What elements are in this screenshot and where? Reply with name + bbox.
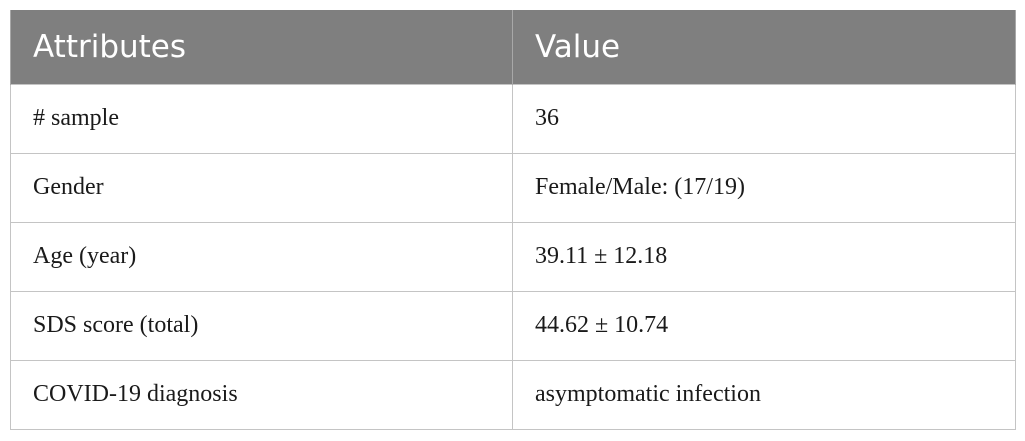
table-row: Age (year) 39.11 ± 12.18 xyxy=(10,221,1016,292)
header-attributes: Attributes xyxy=(10,10,513,84)
value-cell: asymptomatic infection xyxy=(512,359,1016,430)
value-cell: 36 xyxy=(512,83,1016,154)
table-header: Attributes Value xyxy=(10,10,1016,84)
attributes-table: Attributes Value # sample 36 Gender Fema… xyxy=(10,10,1016,430)
attribute-cell: Gender xyxy=(10,152,513,223)
header-value: Value xyxy=(512,10,1016,84)
attribute-cell: COVID-19 diagnosis xyxy=(10,359,513,430)
attribute-cell: Age (year) xyxy=(10,221,513,292)
attribute-cell: # sample xyxy=(10,83,513,154)
attributes-table-container: Attributes Value # sample 36 Gender Fema… xyxy=(10,10,1016,430)
value-cell: 39.11 ± 12.18 xyxy=(512,221,1016,292)
table-row: # sample 36 xyxy=(10,83,1016,154)
table-body: # sample 36 Gender Female/Male: (17/19) … xyxy=(10,83,1016,430)
value-cell: Female/Male: (17/19) xyxy=(512,152,1016,223)
table-row: Gender Female/Male: (17/19) xyxy=(10,152,1016,223)
table-row: SDS score (total) 44.62 ± 10.74 xyxy=(10,290,1016,361)
attribute-cell: SDS score (total) xyxy=(10,290,513,361)
table-row: COVID-19 diagnosis asymptomatic infectio… xyxy=(10,359,1016,430)
header-row: Attributes Value xyxy=(10,10,1016,84)
value-cell: 44.62 ± 10.74 xyxy=(512,290,1016,361)
